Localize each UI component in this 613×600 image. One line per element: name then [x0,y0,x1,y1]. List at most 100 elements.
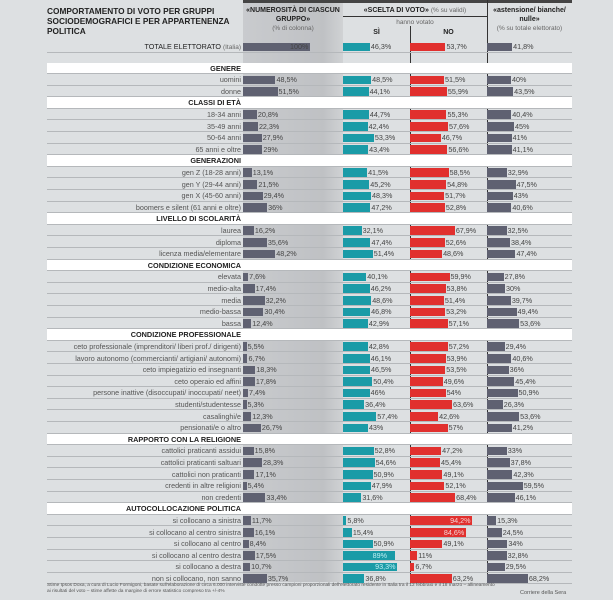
si-bar [343,319,368,328]
row-label: TOTALE ELETTORATO [144,42,221,51]
group-size-bar [243,446,254,456]
si-bar [343,574,365,583]
astensione-value: 26,3% [503,399,525,409]
row-label: 35-49 anni [207,121,241,131]
row-label-wrap: 65 anni e oltre [195,145,241,154]
group-size-bar [243,145,263,154]
group-size-bar [243,226,254,235]
footer-note: Stime Ipsos Doxa, a cura di Lucio Formig… [47,583,495,594]
table-row: TOTALE ELETTORATO (Italia) 100% 46,3% 53,7%… [47,41,572,53]
astensione-value: 29,4% [505,341,527,351]
astensione-bar [487,377,515,386]
chart-title: COMPORTAMENTO DI VOTO PER GRUPPI SOCIODE… [47,6,230,36]
table-row: media 32,2% 48,6% 51,4% 39,7% [47,295,572,307]
astensione-bar [487,388,518,398]
astensione-bar [487,400,503,409]
table-row: ceto operaio ed affini 17,8% 50,4% 49,6% 45,… [47,376,572,388]
si-value: 36,4% [365,399,386,409]
section-title: AUTOCOLLOCAZIONE POLITICA [126,504,241,514]
row-label-wrap: bassa [222,319,241,328]
no-bar [410,203,445,212]
row-label-wrap: medio-bassa [200,307,241,316]
group-size-bar [243,319,252,328]
si-bar [343,458,375,467]
no-bar [410,481,445,491]
row-label: donne [221,86,241,96]
astensione-bar [487,226,507,235]
astensione-bar [487,203,512,212]
astensione-value: 45,4% [515,376,536,386]
row-label-wrap: si collocano al centro [174,539,241,548]
row-label: ceto professionale (imprenditori/ liberi… [73,341,241,351]
group-size-value: 22,3% [258,121,280,131]
si-bar [343,145,369,154]
table-row: cattolici praticanti saltuari 28,3% 54,6% 4… [47,457,572,469]
table-row: laurea 16,2% 32,1% 67,9% 32,5% [47,225,572,237]
astensione-value: 15,3% [497,515,518,525]
no-bar [410,272,450,282]
no-value: 6,7% [415,562,432,572]
astensione-bar [487,551,507,560]
group-size-bar [243,122,258,131]
no-bar [410,342,448,351]
astensione-value: 27,8% [504,272,526,282]
si-bar [343,446,374,456]
table-row: pensionati/e o altro 26,7% 43% 57% 41,2% [47,422,572,434]
no-value: 57,2% [448,341,470,351]
no-value: 53,7% [446,42,467,51]
si-value: 15,4% [352,527,374,537]
group-size-bar [243,377,255,386]
astensione-value: 41,8% [513,42,534,51]
astensione-bar [487,110,512,119]
no-value: 55,9% [447,86,469,96]
row-label-wrap: gen X (45-60 anni) [181,191,241,200]
si-bar [343,365,370,375]
table-row: gen Z (18-28 anni) 13,1% 41,5% 58,5% 32,9% [47,167,572,179]
group-size-value: 48,5% [276,75,297,85]
row-label-wrap: lavoro autonomo (commercianti/ artigiani… [75,354,241,363]
group-size-bar [243,470,255,479]
row-label-wrap: gen Y (29-44 anni) [182,180,241,189]
top-rule [243,0,572,3]
group-size-bar [243,365,256,375]
no-value: 94,2% [450,515,471,525]
row-label: casalinghi/e [203,411,241,421]
table-row: lavoro autonomo (commercianti/ artigiani… [47,353,572,365]
astensione-value: 39,7% [511,295,533,305]
group-size-value: 18,3% [256,365,277,375]
si-bar [343,122,368,131]
table-row: si collocano a destra 10,7% 93,3% 6,7% 29,5% [47,561,572,573]
no-value: 59,9% [450,272,471,282]
astensione-bar [487,145,512,154]
row-label: si collocano al centro destra [151,550,241,560]
group-size-value: 48,2% [276,249,297,259]
row-label-wrap: media [221,296,241,305]
header-astensione: «astensione/ bianche/ nulle» (% su totale… [487,6,572,33]
group-size-bar [243,296,265,305]
no-value: 53,5% [446,365,467,375]
astensione-bar [487,191,513,201]
si-bar [343,342,368,351]
row-label-wrap: cattolici non praticanti [172,470,241,479]
astensione-value: 45% [515,121,530,131]
no-value: 51,4% [444,295,466,305]
no-value: 63,2% [452,573,474,583]
no-bar [410,377,443,386]
table-row: boomers e silent (61 anni e oltre) 36% 47,… [47,202,572,214]
no-bar [410,562,415,572]
no-bar [410,319,448,328]
astensione-value: 42,3% [513,469,534,479]
astensione-value: 32,9% [507,167,529,177]
row-label: diploma [215,237,241,247]
si-bar [343,226,362,235]
si-bar [343,110,369,119]
header-scelta-label: «SCELTA DI VOTO» [363,7,429,14]
row-label-wrap: 50-64 anni [207,133,241,142]
row-label: elevata [217,272,241,282]
group-size-value: 17,8% [255,376,277,386]
si-bar [343,539,373,549]
header-si: SÌ [373,29,380,36]
astensione-bar [487,122,514,131]
si-value: 48,3% [372,191,393,201]
astensione-bar [487,307,517,317]
